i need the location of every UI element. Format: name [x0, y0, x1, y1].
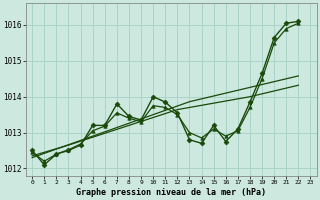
X-axis label: Graphe pression niveau de la mer (hPa): Graphe pression niveau de la mer (hPa) [76, 188, 266, 197]
